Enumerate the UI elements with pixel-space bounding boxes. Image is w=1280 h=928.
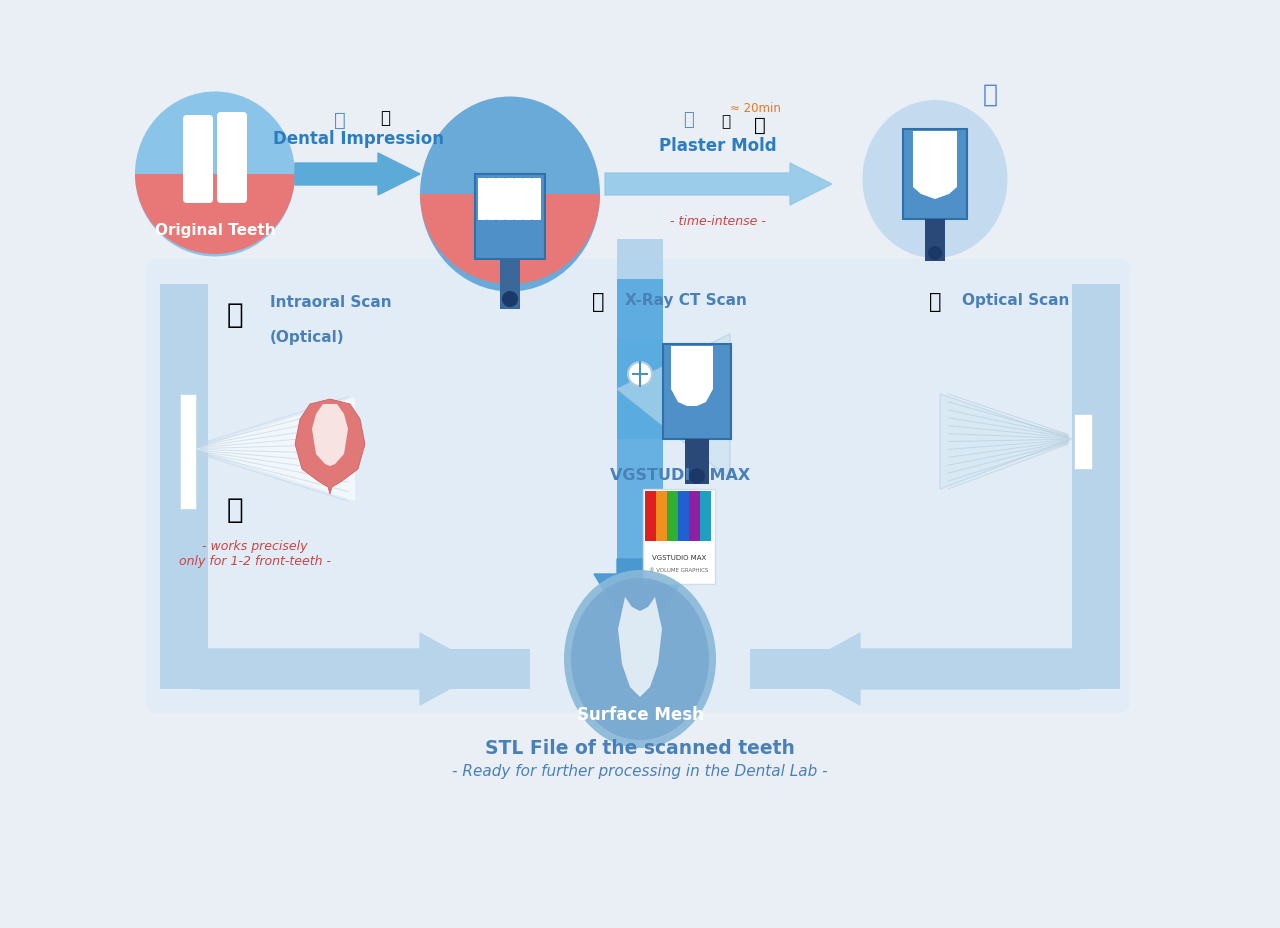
FancyBboxPatch shape [506, 179, 515, 221]
Bar [1078, 415, 1092, 467]
Polygon shape [618, 598, 662, 697]
FancyBboxPatch shape [146, 260, 1130, 714]
Polygon shape [671, 347, 713, 406]
Ellipse shape [564, 571, 716, 748]
Text: VGSTUDIO MAX: VGSTUDIO MAX [609, 467, 750, 482]
Text: ≈ 20min: ≈ 20min [730, 101, 781, 114]
Text: ✋: ✋ [682, 110, 694, 129]
Circle shape [689, 469, 705, 484]
Bar [160, 285, 209, 679]
FancyArrow shape [294, 154, 420, 196]
Bar [925, 220, 945, 262]
Polygon shape [294, 400, 365, 495]
Text: Dental Impression: Dental Impression [273, 130, 443, 148]
Text: ® VOLUME GRAPHICS: ® VOLUME GRAPHICS [649, 567, 709, 572]
Polygon shape [940, 394, 1073, 489]
Bar [700, 492, 710, 541]
FancyArrow shape [795, 633, 1080, 705]
Ellipse shape [134, 93, 294, 257]
Text: Optical Scan: Optical Scan [963, 292, 1069, 307]
Text: - works precisely
only for 1-2 front-teeth -: - works precisely only for 1-2 front-tee… [179, 539, 332, 567]
Bar [689, 492, 700, 541]
Text: ⏳: ⏳ [754, 115, 765, 135]
Circle shape [928, 247, 942, 261]
Bar [475, 174, 545, 260]
Ellipse shape [420, 97, 600, 292]
Text: VGSTUDIO MAX: VGSTUDIO MAX [652, 554, 707, 561]
Bar [678, 492, 689, 541]
Text: (Optical): (Optical) [270, 329, 344, 344]
FancyBboxPatch shape [524, 179, 532, 221]
Text: 😬: 😬 [722, 114, 731, 129]
Text: STL File of the scanned teeth: STL File of the scanned teeth [485, 738, 795, 756]
Text: Plaster Mold: Plaster Mold [659, 136, 777, 155]
Ellipse shape [863, 101, 1007, 259]
Text: 🦾: 🦾 [929, 291, 941, 312]
Polygon shape [617, 335, 730, 480]
Bar [617, 239, 663, 434]
Bar [1074, 415, 1092, 470]
FancyBboxPatch shape [515, 179, 524, 221]
Circle shape [502, 291, 518, 308]
FancyArrow shape [200, 633, 485, 705]
Polygon shape [913, 132, 957, 200]
FancyBboxPatch shape [486, 179, 497, 221]
Wedge shape [134, 174, 294, 254]
Bar [617, 279, 663, 440]
Bar [643, 489, 716, 585]
FancyArrow shape [605, 164, 832, 206]
Text: 💧: 💧 [983, 83, 997, 107]
Text: 🧤: 🧤 [227, 301, 243, 329]
Bar [160, 650, 530, 690]
Bar [500, 260, 520, 310]
Ellipse shape [571, 578, 709, 741]
Bar [180, 394, 196, 509]
FancyArrow shape [594, 560, 686, 650]
Text: - Ready for further processing in the Dental Lab -: - Ready for further processing in the De… [452, 764, 828, 779]
Text: - time-intense -: - time-intense - [669, 214, 765, 227]
FancyBboxPatch shape [532, 179, 541, 221]
Bar [663, 344, 731, 440]
Text: Surface Mesh: Surface Mesh [576, 705, 704, 723]
Bar [657, 492, 667, 541]
Bar [645, 492, 657, 541]
Text: Original Teeth: Original Teeth [155, 223, 275, 238]
Bar [685, 440, 709, 484]
Polygon shape [196, 397, 355, 501]
Text: 😬: 😬 [380, 109, 390, 127]
Text: X-Ray CT Scan: X-Ray CT Scan [625, 292, 746, 307]
Wedge shape [420, 195, 600, 285]
Bar [1073, 285, 1120, 679]
Bar [667, 492, 678, 541]
FancyBboxPatch shape [183, 116, 212, 204]
Bar [617, 560, 663, 619]
Bar [617, 279, 663, 619]
FancyBboxPatch shape [497, 179, 506, 221]
Bar [902, 130, 966, 220]
Text: Intraoral Scan: Intraoral Scan [270, 295, 392, 310]
FancyBboxPatch shape [477, 179, 486, 221]
Circle shape [628, 363, 652, 387]
Bar [617, 340, 663, 440]
Polygon shape [312, 405, 348, 467]
Bar [750, 650, 1120, 690]
FancyBboxPatch shape [218, 113, 247, 204]
Text: ✋: ✋ [334, 110, 346, 129]
Text: 🦷: 🦷 [227, 496, 243, 523]
Text: 🦾: 🦾 [591, 291, 604, 312]
